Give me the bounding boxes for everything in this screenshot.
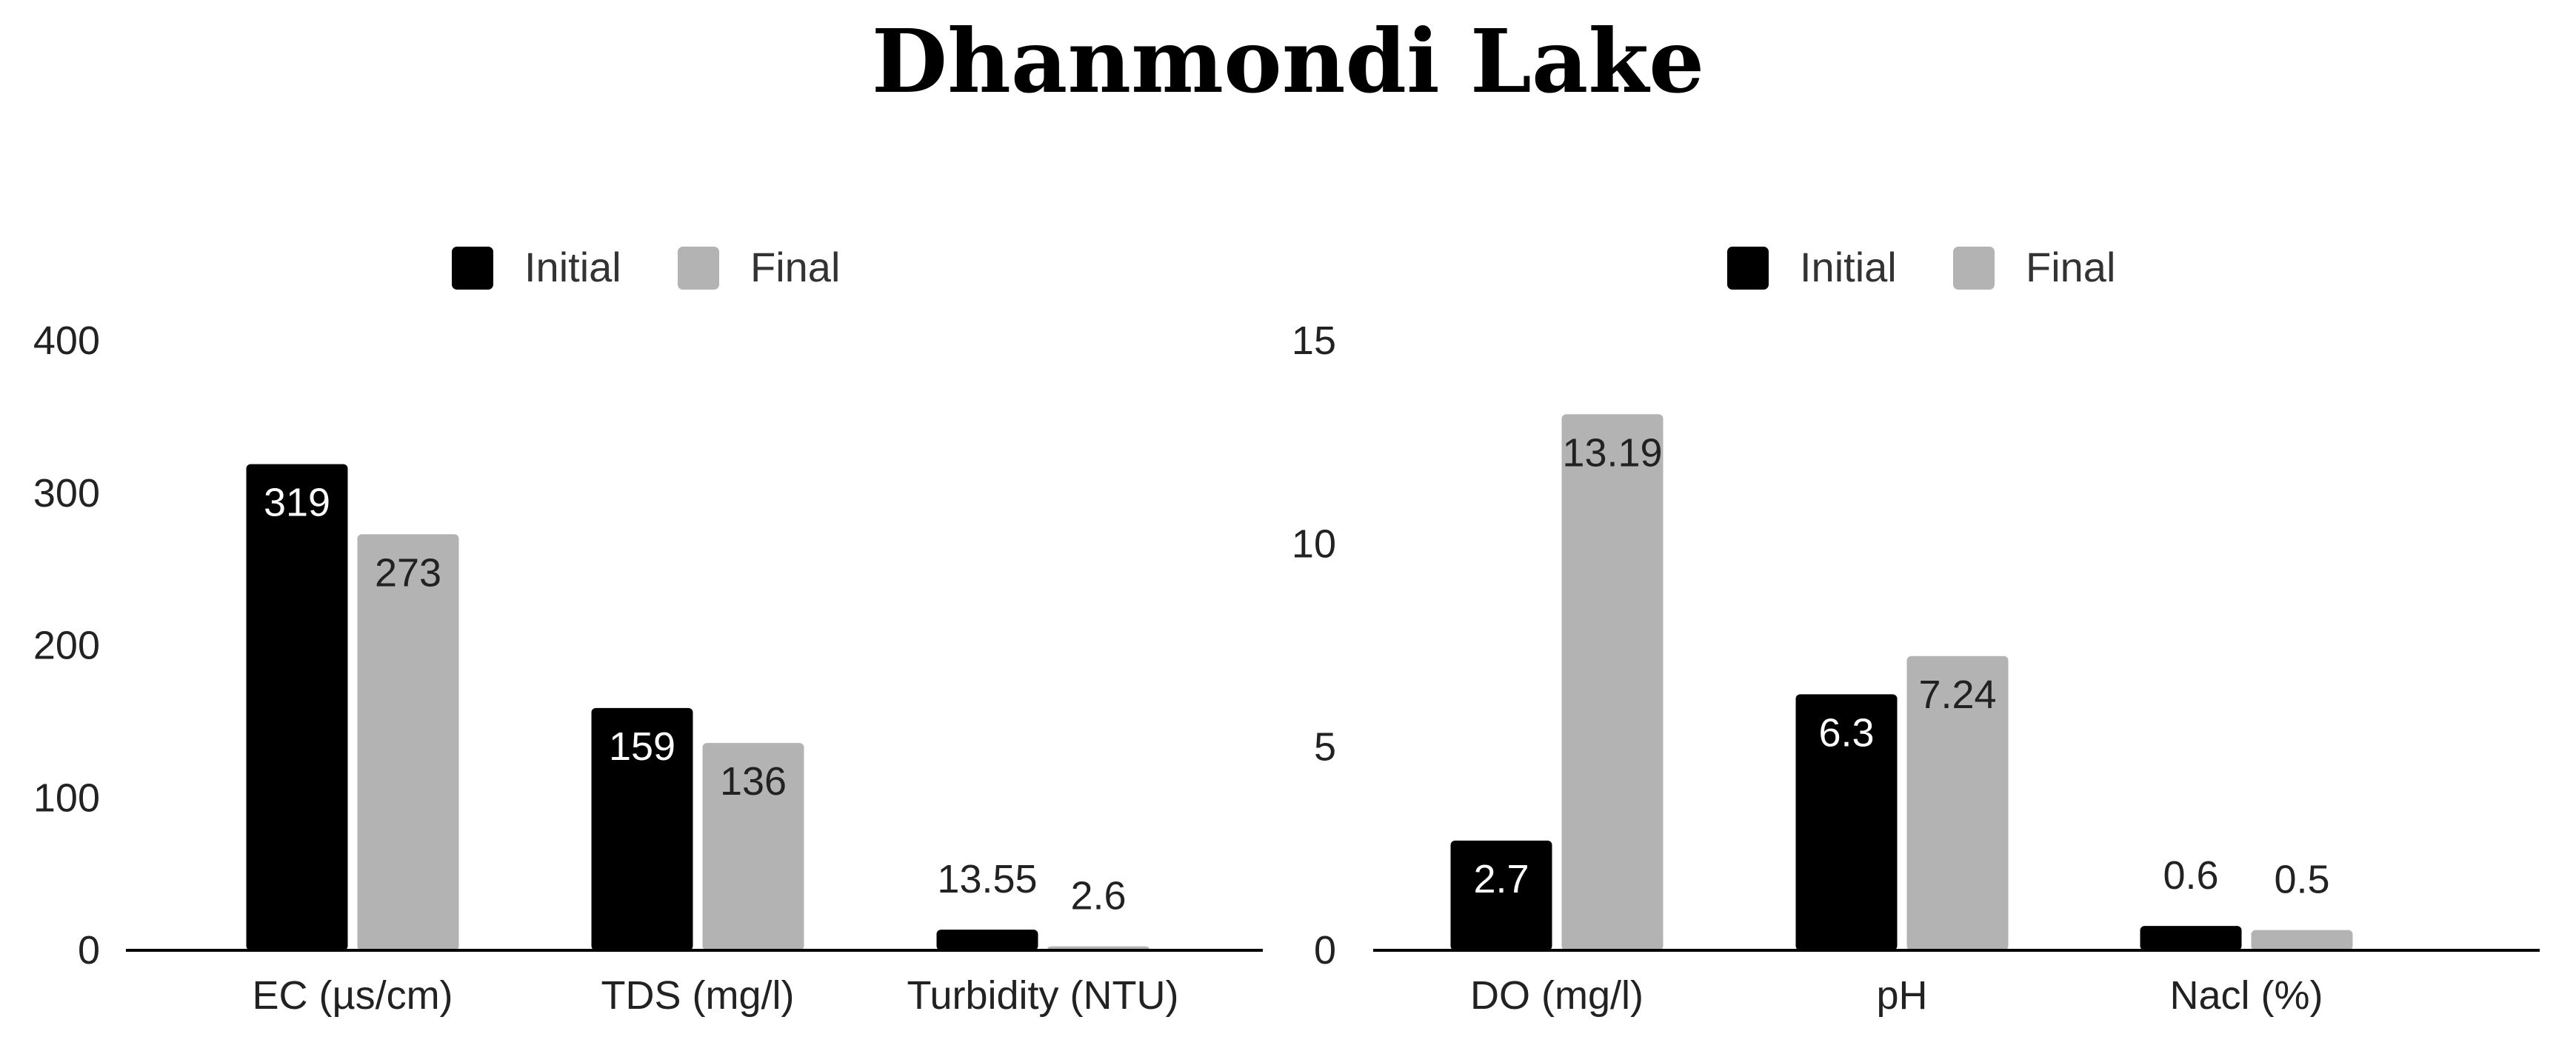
legend-swatch-final	[1953, 247, 1995, 290]
x-category-label: DO (mg/l)	[1470, 973, 1644, 1018]
y-tick-label: 100	[33, 776, 100, 820]
page-title: Dhanmondi Lake	[871, 10, 1705, 113]
data-label: 2.7	[1473, 857, 1529, 901]
x-category-label: TDS (mg/l)	[601, 973, 795, 1018]
data-label: 13.55	[937, 857, 1037, 901]
x-category-label: EC (µs/cm)	[252, 973, 453, 1018]
bar-final	[2251, 930, 2353, 950]
legend-swatch-initial	[1727, 247, 1769, 290]
bar-initial	[2140, 926, 2242, 950]
bar-final	[1561, 414, 1664, 950]
y-tick-label: 200	[33, 624, 100, 668]
data-label: 273	[375, 550, 441, 595]
legend-label: Final	[2026, 244, 2115, 290]
data-label: 6.3	[1818, 710, 1874, 755]
bar-initial	[1450, 840, 1552, 950]
legend-label: Final	[750, 244, 840, 290]
y-tick-label: 5	[1314, 725, 1336, 770]
bar-initial	[591, 707, 693, 950]
data-label: 7.24	[1918, 673, 1996, 717]
chart-right: 0 5 10 15 2.7 6.3 0.6 13.19 7.24 0.5 DO (mg/l) pH Na…	[1292, 244, 2540, 1018]
bar-initial	[936, 930, 1038, 950]
y-tick-label: 0	[78, 928, 100, 973]
y-tick-label: 15	[1292, 318, 1336, 363]
x-category-label: pH	[1876, 973, 1927, 1018]
x-category-label: Nacl (%)	[2169, 973, 2323, 1018]
bar-final	[702, 743, 804, 950]
bar-final	[1906, 656, 2009, 950]
chart-left: 0 100 200 300 400 319 159 13.55 273 136 2.6 EC (µs/…	[33, 244, 1263, 1018]
y-tick-label: 0	[1314, 928, 1336, 973]
x-category-label: Turbidity (NTU)	[907, 973, 1178, 1018]
data-label: 0.6	[2163, 853, 2218, 898]
bar-final	[357, 534, 459, 950]
data-label: 159	[609, 724, 675, 769]
data-label: 319	[264, 481, 330, 525]
legend-swatch-final	[678, 247, 719, 290]
legend-swatch-initial	[452, 247, 493, 290]
bar-initial	[1795, 694, 1898, 950]
legend-label: Initial	[524, 244, 621, 290]
data-label: 2.6	[1070, 874, 1126, 918]
data-label: 0.5	[2274, 858, 2329, 902]
y-tick-label: 400	[33, 318, 100, 363]
data-label: 13.19	[1562, 430, 1662, 475]
y-tick-label: 10	[1292, 521, 1336, 566]
legend-label: Initial	[1800, 244, 1897, 290]
y-tick-label: 300	[33, 471, 100, 516]
bar-initial	[246, 464, 348, 950]
data-label: 136	[720, 759, 787, 804]
